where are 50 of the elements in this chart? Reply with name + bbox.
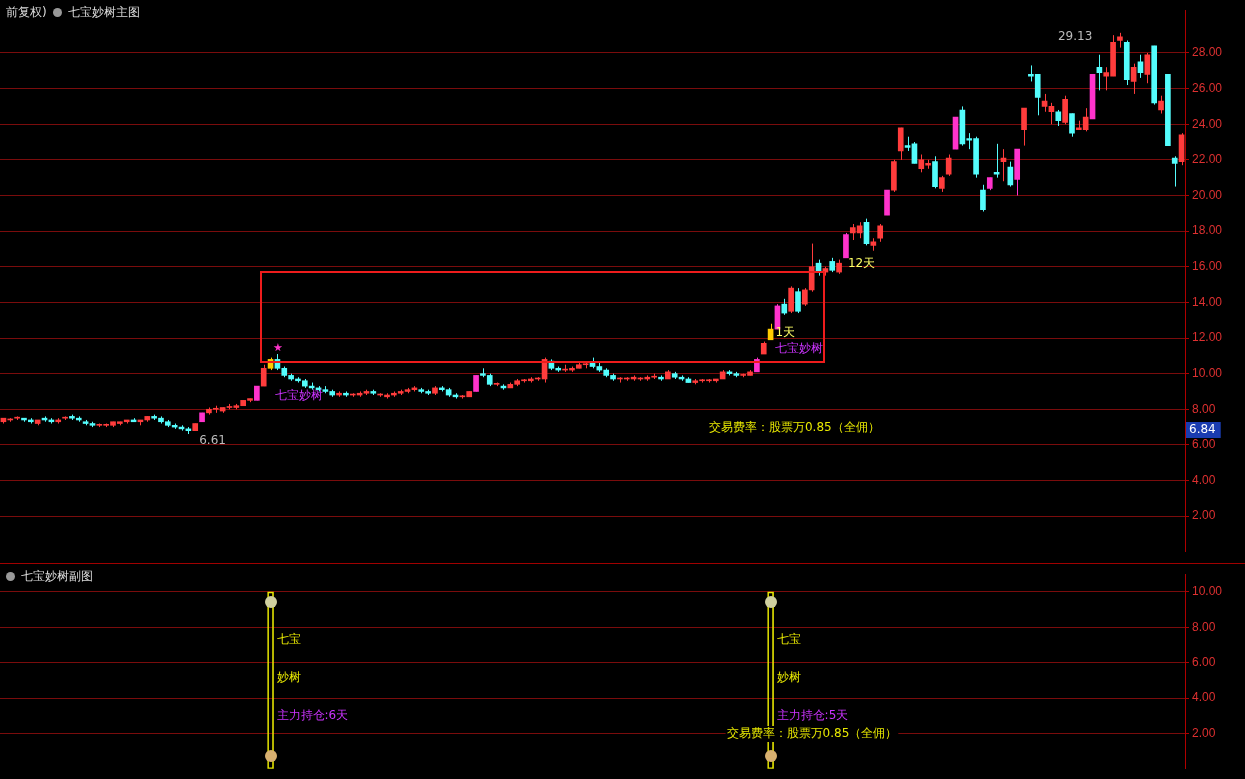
candlestick xyxy=(1021,107,1027,147)
annotation: 交易费率：股票万0.85（全佣） xyxy=(726,726,898,741)
annotation: 七宝 xyxy=(776,632,801,647)
y-tick-label: 12.00 xyxy=(1192,330,1223,345)
annotation: 妙树 xyxy=(776,670,801,685)
chart-title: 七宝妙树主图 xyxy=(67,4,140,21)
y-tick-label: 2.00 xyxy=(1192,508,1216,523)
candlestick xyxy=(843,232,849,259)
annotation: 12天 xyxy=(847,256,876,271)
annotation: 29.13 xyxy=(1057,29,1093,44)
candlestick xyxy=(795,287,801,314)
candlestick xyxy=(1069,113,1075,138)
chart-subtitle: 前复权) xyxy=(6,4,47,21)
candlestick xyxy=(980,184,986,213)
annotation: 1天 xyxy=(775,325,796,340)
y-tick-label: 2.00 xyxy=(1192,725,1216,740)
candlestick xyxy=(1171,155,1178,188)
y-tick-label: 6.00 xyxy=(1192,654,1216,669)
annotation: 七宝 xyxy=(276,632,301,647)
y-tick-label: 4.00 xyxy=(1192,690,1216,705)
candlestick xyxy=(808,243,815,293)
annotation: 交易费率：股票万0.85（全佣） xyxy=(708,420,880,435)
y-tick-label: 10.00 xyxy=(1192,365,1223,380)
y-tick-label: 18.00 xyxy=(1192,223,1223,238)
candlestick xyxy=(911,141,918,164)
y-tick-label: 28.00 xyxy=(1192,45,1223,60)
y-tick-label: 8.00 xyxy=(1192,401,1216,416)
y-tick-label: 24.00 xyxy=(1192,116,1223,131)
candlestick xyxy=(945,154,952,177)
annotation: 主力持仓:6天 xyxy=(276,708,349,723)
y-tick-label: 4.00 xyxy=(1192,472,1216,487)
annotation: 主力持仓:5天 xyxy=(776,708,849,723)
chart-title: 七宝妙树副图 xyxy=(21,568,93,585)
y-tick-label: 6.00 xyxy=(1192,437,1216,452)
y-tick-label: 22.00 xyxy=(1192,152,1223,167)
y-tick-label: 8.00 xyxy=(1192,619,1216,634)
y-tick-label: 26.00 xyxy=(1192,80,1223,95)
annotation: 妙树 xyxy=(276,670,301,685)
annotation: 6.84 xyxy=(1189,422,1216,437)
y-tick-label: 14.00 xyxy=(1192,294,1223,309)
y-tick-label: 20.00 xyxy=(1192,187,1223,202)
annotation: 6.61 xyxy=(199,433,226,448)
annotation: 七宝妙树 xyxy=(275,388,324,403)
candlestick xyxy=(897,127,904,161)
y-tick-label: 16.00 xyxy=(1192,259,1223,274)
y-tick-label: 10.00 xyxy=(1192,584,1223,599)
annotation: 七宝妙树 xyxy=(774,341,823,356)
candlestick xyxy=(788,285,794,314)
candlestick xyxy=(1062,95,1068,125)
candlestick xyxy=(1144,52,1151,84)
